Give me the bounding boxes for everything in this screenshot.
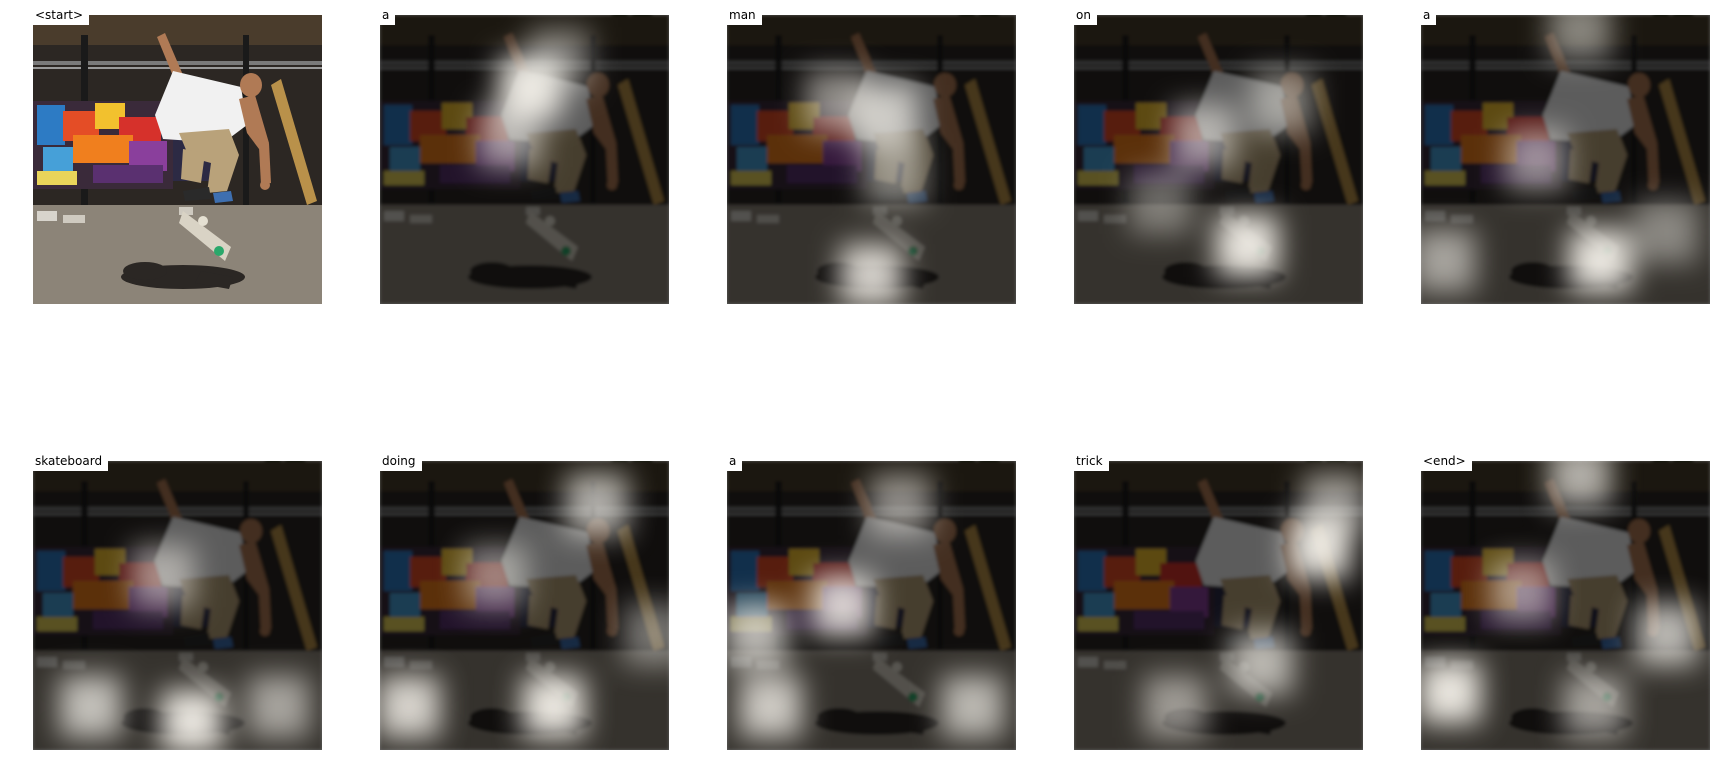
attention-overlay <box>1074 461 1363 750</box>
attention-image <box>727 461 1016 750</box>
attention-spot <box>1421 229 1476 292</box>
attention-overlay <box>727 15 1016 304</box>
caption-word: on <box>1074 6 1097 25</box>
caption-word: man <box>727 6 762 25</box>
attention-spot <box>59 675 122 738</box>
caption-word: doing <box>380 452 422 471</box>
attention-spot <box>464 545 527 608</box>
attention-image <box>33 461 322 750</box>
attention-spot <box>161 690 223 750</box>
attention-overlay <box>1421 461 1710 750</box>
attention-image <box>33 15 322 304</box>
caption-word: trick <box>1074 452 1109 471</box>
attention-panel: <end> <box>1421 452 1710 750</box>
attention-panel: <start> <box>33 6 322 304</box>
attention-spot <box>380 675 440 738</box>
attention-spot <box>479 105 542 168</box>
attention-spot <box>1173 105 1236 168</box>
caption-word: <end> <box>1421 452 1472 471</box>
attention-panel: skateboard <box>33 452 322 750</box>
attention-spot <box>941 675 1004 738</box>
caption-word: skateboard <box>33 452 109 471</box>
attention-spot <box>869 473 932 536</box>
caption-word: <start> <box>33 6 90 25</box>
attention-spot <box>1635 603 1698 666</box>
attention-spot <box>739 675 802 738</box>
attention-overlay <box>1074 15 1363 304</box>
attention-panel: doing <box>380 452 669 750</box>
caption-word: a <box>380 6 396 25</box>
attention-panel: a <box>1421 6 1710 304</box>
skateboarder <box>155 33 271 261</box>
attention-spot <box>623 603 669 666</box>
attention-spot <box>811 574 874 637</box>
attention-spot <box>840 244 903 304</box>
attention-spot <box>565 473 628 536</box>
attention-panel: trick <box>1074 452 1363 750</box>
attention-overlay <box>727 461 1016 750</box>
attention-image <box>1421 15 1710 304</box>
attention-spot <box>1251 70 1314 133</box>
caption-word: a <box>1421 6 1437 25</box>
attention-overlay <box>1421 15 1710 304</box>
attention-spot <box>1230 632 1293 695</box>
attention-spot <box>1303 473 1363 536</box>
attention-overlay <box>33 461 322 750</box>
attention-spot <box>805 70 868 133</box>
attention-spot <box>132 545 195 608</box>
attention-image <box>380 461 669 750</box>
attention-image <box>1421 461 1710 750</box>
attention-spot <box>1505 128 1568 191</box>
attention-panel: man <box>727 6 1016 304</box>
attention-spot <box>1216 215 1279 278</box>
attention-overlay <box>380 461 669 750</box>
attention-spot <box>1491 560 1554 623</box>
attention-image <box>380 15 669 304</box>
attention-spot <box>1549 15 1611 61</box>
attention-spot <box>247 675 310 738</box>
attention-spot <box>1421 661 1481 724</box>
attention-overlay <box>380 15 669 304</box>
attention-image <box>727 15 1016 304</box>
attention-spot <box>1144 675 1207 738</box>
attention-spot <box>1549 461 1611 507</box>
attention-spot <box>1635 200 1698 263</box>
attention-image <box>1074 15 1363 304</box>
attention-spot <box>1569 229 1632 292</box>
attention-spot <box>1129 171 1192 234</box>
attention-spot <box>727 603 787 666</box>
caption-word: a <box>727 452 743 471</box>
attention-spot <box>528 27 591 90</box>
attention-image <box>1074 461 1363 750</box>
attention-panel: a <box>727 452 1016 750</box>
attention-spot <box>1563 675 1626 738</box>
attention-spot <box>863 143 926 205</box>
attention-panel: a <box>380 6 669 304</box>
skateboarder-photo <box>33 15 322 304</box>
attention-panel: on <box>1074 6 1363 304</box>
attention-spot <box>522 675 585 738</box>
